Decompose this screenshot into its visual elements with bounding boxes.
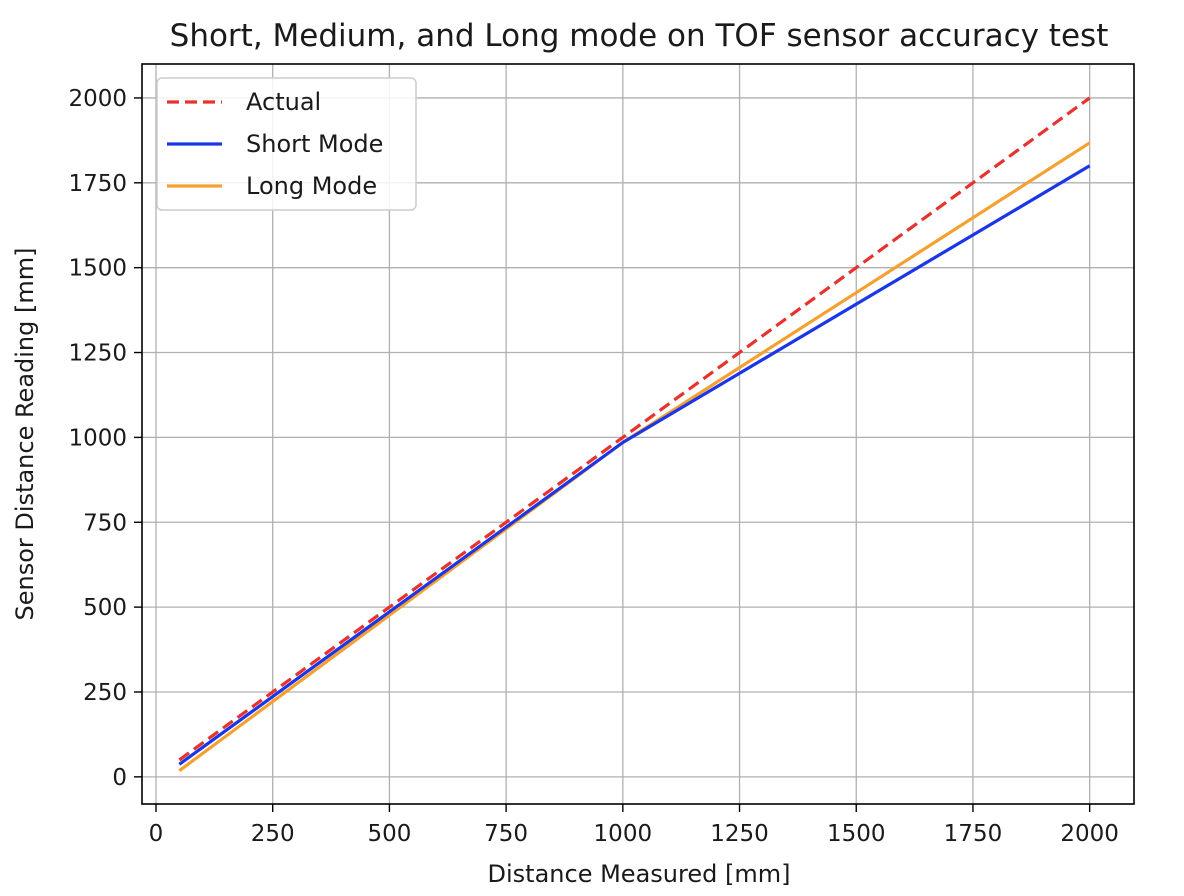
grid [142,64,1134,804]
series-line-0 [178,96,1091,762]
legend-label: Actual [246,88,321,116]
y-tick-label: 1750 [68,171,127,197]
legend-label: Long Mode [246,172,377,200]
y-tick-label: 250 [83,680,127,706]
y-tick-label: 0 [112,765,127,791]
x-axis-title: Distance Measured [mm] [488,860,791,888]
x-tick-label: 2000 [1060,821,1119,847]
y-tick-label: 1000 [68,425,127,451]
x-tick-label: 1000 [594,821,653,847]
plot-lines [178,96,1091,772]
x-tick-label: 250 [251,821,295,847]
y-tick-label: 1250 [68,341,127,367]
legend-label: Short Mode [246,130,383,158]
x-tick-label: 0 [149,821,164,847]
y-tick-label: 750 [83,510,127,536]
series-line-1 [178,164,1091,766]
y-axis-title: Sensor Distance Reading [mm] [11,248,39,621]
y-tick-label: 2000 [68,86,127,112]
y-tick-label: 1500 [68,256,127,282]
x-tick-label: 1750 [944,821,1003,847]
x-tick-label: 750 [484,821,528,847]
legend-box [156,77,417,211]
legend: Actual Short Mode Long Mode [156,77,417,211]
x-tick-label: 1250 [710,821,769,847]
y-tick-label: 500 [83,595,127,621]
chart-title: Short, Medium, and Long mode on TOF sens… [170,18,1109,54]
series-line-2 [178,141,1091,772]
x-tick-label: 1500 [827,821,886,847]
axis-ticks: 0 250 500 750 1000 1250 1500 1750 2000 0 250 500 750… [68,86,1118,847]
x-tick-label: 500 [367,821,411,847]
plot-frame [141,63,1135,805]
